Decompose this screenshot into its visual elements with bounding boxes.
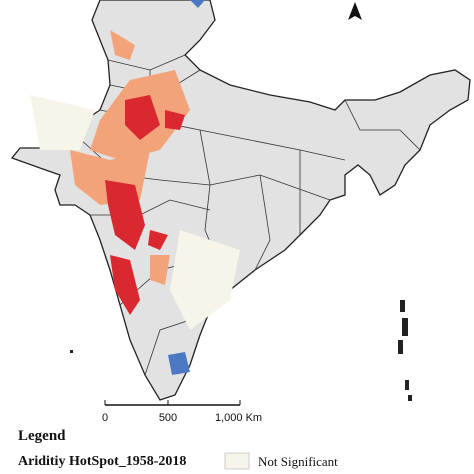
legend-swatch (224, 452, 250, 470)
hotspot-regions (30, 0, 240, 375)
scale-bar: 0 500 1,000 Km (102, 400, 262, 424)
layer-title: Ariditiy HotSpot_1958-2018 (18, 454, 186, 469)
legend-title: Legend (18, 428, 66, 444)
country-map (10, 0, 471, 401)
islands (70, 300, 412, 401)
scale-label: 0 (102, 412, 108, 424)
legend-item: Not Significant (258, 454, 338, 469)
scale-label: 500 (159, 412, 177, 424)
legend: Legend Ariditiy HotSpot_1958-2018 Not Si… (18, 428, 338, 470)
scale-label: 1,000 Km (215, 412, 262, 424)
north-arrow (348, 2, 362, 20)
